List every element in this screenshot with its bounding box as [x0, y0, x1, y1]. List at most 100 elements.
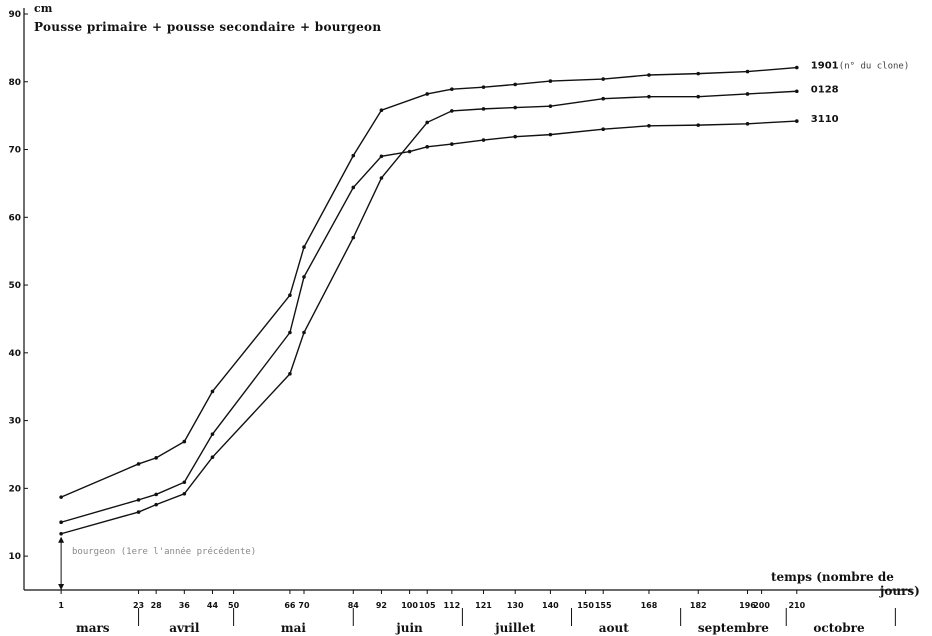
- data-point-3110: [379, 154, 384, 159]
- data-point-3110: [425, 145, 430, 149]
- data-point-3110: [696, 123, 701, 127]
- data-point-1901: [601, 77, 605, 81]
- month-label: mai: [281, 621, 306, 635]
- data-point-3110: [351, 185, 356, 190]
- x-tick-label: 100: [401, 601, 418, 610]
- x-tick-label: 23: [133, 601, 144, 610]
- data-point-0128: [182, 491, 187, 496]
- series-note-1901: (n° du clone): [839, 62, 909, 72]
- y-tick-label: 30: [8, 417, 21, 427]
- data-point-3110: [450, 142, 454, 146]
- y-tick-label: 90: [8, 10, 21, 20]
- data-point-1901: [288, 293, 292, 298]
- x-tick-label: 121: [475, 601, 492, 610]
- data-point-0128: [59, 531, 63, 536]
- data-point-0128: [513, 105, 517, 110]
- data-point-1901: [154, 456, 158, 460]
- data-point-1901: [425, 92, 430, 96]
- x-tick-label: 210: [788, 601, 805, 610]
- data-point-1901: [795, 65, 799, 70]
- data-point-0128: [548, 104, 553, 108]
- data-point-1901: [210, 389, 215, 394]
- data-point-3110: [302, 275, 306, 279]
- x-tick-label: 50: [228, 601, 240, 610]
- data-point-1901: [302, 245, 306, 249]
- data-point-1901: [450, 87, 454, 92]
- y-tick-label: 70: [8, 146, 21, 156]
- x-tick-label: 140: [542, 601, 559, 610]
- x-axis-label-line1: temps (nombre de: [771, 570, 894, 584]
- y-tick-label: 50: [8, 281, 21, 291]
- month-label: mars: [76, 621, 110, 635]
- x-tick-label: 150: [577, 601, 594, 610]
- data-point-3110: [795, 119, 799, 123]
- series-label-0128: 0128: [811, 84, 839, 95]
- data-point-3110: [745, 121, 750, 126]
- data-point-1901: [182, 439, 187, 444]
- x-tick-label: 92: [376, 601, 387, 610]
- bud-annotation: bourgeon (1ere l'année précédente): [72, 547, 257, 557]
- data-point-1901: [136, 462, 141, 466]
- data-point-0128: [379, 176, 384, 180]
- month-label: juillet: [494, 621, 535, 635]
- data-point-1901: [696, 71, 701, 76]
- y-tick-label: 40: [8, 349, 21, 359]
- data-point-3110: [481, 138, 486, 142]
- x-tick-label: 130: [507, 601, 524, 610]
- data-point-0128: [601, 96, 605, 101]
- data-point-3110: [548, 132, 553, 137]
- x-tick-label: 168: [641, 601, 658, 610]
- month-label: aout: [599, 621, 630, 635]
- x-tick-label: 66: [284, 601, 296, 610]
- data-point-1901: [379, 108, 384, 113]
- data-point-3110: [513, 134, 517, 139]
- annotation-arrow-head-bottom: [58, 584, 65, 590]
- y-axis-label: cm: [34, 2, 53, 15]
- data-point-1901: [647, 73, 651, 77]
- y-tick-label: 80: [8, 78, 21, 88]
- x-tick-label: 70: [298, 601, 310, 610]
- data-point-3110: [210, 432, 215, 436]
- y-tick-label: 20: [8, 484, 21, 494]
- annotation-arrow-head-top: [58, 536, 65, 543]
- data-point-3110: [59, 520, 63, 525]
- data-point-1901: [481, 85, 486, 89]
- x-tick-label: 105: [419, 601, 436, 610]
- x-tick-label: 200: [753, 601, 770, 610]
- x-tick-label: 182: [690, 601, 707, 610]
- data-point-1901: [548, 79, 553, 83]
- data-point-0128: [795, 89, 799, 94]
- data-point-0128: [302, 330, 306, 335]
- data-point-1901: [513, 82, 517, 87]
- x-tick-label: 155: [595, 601, 612, 610]
- data-point-0128: [647, 94, 651, 99]
- series-label-3110: 3110: [811, 114, 839, 125]
- data-point-0128: [288, 372, 292, 376]
- data-point-1901: [351, 153, 356, 158]
- data-point-0128: [425, 120, 430, 125]
- data-point-3110: [288, 330, 292, 335]
- data-point-0128: [450, 109, 454, 113]
- series-line-1901: [60, 66, 797, 498]
- data-point-0128: [696, 94, 701, 99]
- x-tick-label: 1: [58, 601, 64, 610]
- y-tick-label: 60: [8, 213, 21, 223]
- x-tick-label: 112: [443, 601, 460, 610]
- x-tick-label: 44: [207, 601, 219, 610]
- data-point-0128: [136, 510, 141, 514]
- month-label: avril: [169, 621, 200, 635]
- month-label: septembre: [698, 621, 769, 635]
- data-point-3110: [136, 498, 141, 502]
- data-point-0128: [351, 235, 356, 240]
- data-point-3110: [601, 127, 605, 131]
- y-tick-label: 10: [8, 552, 21, 562]
- data-point-0128: [745, 92, 750, 96]
- series-line-3110: [60, 120, 797, 523]
- x-axis-label-line2: jours): [880, 584, 920, 598]
- x-tick-label: 84: [348, 601, 360, 610]
- x-tick-label: 36: [179, 601, 191, 610]
- data-point-3110: [407, 149, 412, 154]
- month-label: octobre: [813, 621, 865, 635]
- data-point-3110: [647, 124, 651, 128]
